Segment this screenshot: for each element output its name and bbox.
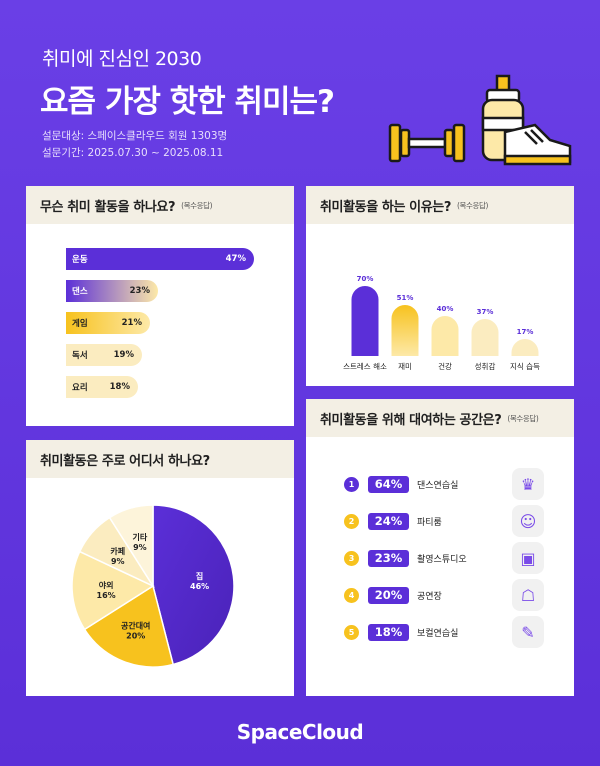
space-percent: 23% <box>368 549 409 567</box>
pie-slice-value: 9% <box>111 557 125 566</box>
space-percent: 18% <box>368 623 409 641</box>
space-name: 촬영스튜디오 <box>417 554 467 565</box>
space-card-note: (복수응답) <box>507 413 539 423</box>
reason-bar-value: 37% <box>477 308 494 316</box>
place-card-title: 취미활동은 주로 어디서 하나요? <box>40 453 210 469</box>
reason-card: 취미활동을 하는 이유는? (복수응답) 70% 스트레스 해소 51% 재미 40% 건… <box>306 186 574 386</box>
reason-bar <box>471 319 499 356</box>
reason-bar <box>391 305 419 356</box>
camera-icon: ▣ <box>512 542 544 574</box>
reason-bar-label: 건강 <box>438 361 452 371</box>
reason-bar-label: 재미 <box>398 362 412 371</box>
pie-slice-label: 카페 <box>110 546 125 556</box>
space-name: 보컬연습실 <box>417 628 459 639</box>
pie-slice-label: 공간대여 <box>121 621 150 631</box>
page-title: 요즘 가장 핫한 취미는? <box>40 84 335 120</box>
hobby-bar-value: 21% <box>121 318 142 328</box>
space-rank-badge: 1 <box>344 476 359 492</box>
place-card: 취미활동은 주로 어디서 하나요? 집 46% 공간대여 20% 야외 16% 카페 9% 기타… <box>26 440 294 696</box>
reason-bar <box>351 286 379 356</box>
microphone-icon: ✎ <box>512 616 544 648</box>
reason-bar-value: 17% <box>517 328 534 336</box>
space-name: 공연장 <box>417 591 442 602</box>
hobby-card: 무슨 취미 활동을 하나요? (복수응답) 운동 47% 댄스 23% 게임 21% 독서 1… <box>26 186 294 426</box>
space-rank-badge: 5 <box>344 624 359 640</box>
reason-bar-label: 지식 습득 <box>510 362 540 371</box>
hobby-bar-value: 18% <box>109 382 130 392</box>
space-row: 3 23% 촬영스튜디오 ▣ <box>344 541 544 575</box>
space-card: 취미활동을 위해 대여하는 공간은? (복수응답) 1 64% 댄스연습실 ♛ 2 24%… <box>306 399 574 696</box>
hobby-bar: 독서 19% <box>66 344 142 366</box>
survey-period: 설문기간: 2025.07.30 ~ 2025.08.11 <box>42 147 224 159</box>
space-rank-badge: 3 <box>344 550 359 566</box>
hobby-card-note: (복수응답) <box>181 200 213 210</box>
party-icon: ☺ <box>512 505 544 537</box>
pie-slice <box>152 504 235 666</box>
reason-bar-label: 성취감 <box>475 361 496 371</box>
pie-slice-label: 야외 <box>99 580 114 590</box>
reason-card-header: 취미활동을 하는 이유는? (복수응답) <box>306 186 574 224</box>
brand-logo: SpaceCloud <box>236 720 364 744</box>
space-rank-badge: 4 <box>344 587 359 603</box>
pie-slice-value: 9% <box>133 543 147 552</box>
space-percent: 64% <box>368 475 409 493</box>
fitness-illustration-icon <box>388 74 572 166</box>
hobby-bar-label: 게임 <box>72 319 88 329</box>
space-row: 1 64% 댄스연습실 ♛ <box>344 467 544 501</box>
space-card-header: 취미활동을 위해 대여하는 공간은? (복수응답) <box>306 399 574 437</box>
pie-slice-value: 16% <box>97 591 116 600</box>
space-percent: 20% <box>368 586 409 604</box>
space-row: 4 20% 공연장 ☖ <box>344 578 544 612</box>
hobby-bar: 댄스 23% <box>66 280 158 302</box>
pie-slice <box>71 550 155 631</box>
hobby-bar: 게임 21% <box>66 312 150 334</box>
stage-icon: ☖ <box>512 579 544 611</box>
reason-card-title: 취미활동을 하는 이유는? <box>320 199 451 215</box>
reason-bar-value: 70% <box>357 275 374 283</box>
pie-slice <box>108 504 154 589</box>
hobby-bar-label: 요리 <box>72 383 88 393</box>
pie-slice-value: 46% <box>190 582 209 591</box>
hobby-card-title: 무슨 취미 활동을 하나요? <box>40 199 176 215</box>
reason-bar <box>431 316 459 356</box>
dancer-icon: ♛ <box>512 468 544 500</box>
header-subtitle: 취미에 진심인 2030 <box>42 48 202 70</box>
place-card-header: 취미활동은 주로 어디서 하나요? <box>26 440 294 478</box>
reason-bar-label: 스트레스 해소 <box>343 361 387 371</box>
reason-card-note: (복수응답) <box>457 200 489 210</box>
hobby-bar-label: 독서 <box>72 351 88 361</box>
hobby-bar: 운동 47% <box>66 248 254 270</box>
pie-slice-value: 20% <box>126 632 145 641</box>
reason-bar <box>511 339 539 356</box>
reason-bar-value: 40% <box>437 305 454 313</box>
hobby-bar: 요리 18% <box>66 376 138 398</box>
pie-slice-label: 기타 <box>133 532 148 542</box>
hobby-bar-label: 운동 <box>72 255 88 265</box>
hobby-bar-value: 23% <box>129 286 150 296</box>
pie-slice <box>83 584 175 668</box>
survey-target: 설문대상: 스페이스클라우드 회원 1303명 <box>42 130 228 142</box>
hobby-bar-value: 19% <box>113 350 134 360</box>
space-rank-badge: 2 <box>344 513 359 529</box>
space-row: 2 24% 파티룸 ☺ <box>344 504 544 538</box>
space-name: 파티룸 <box>417 517 442 528</box>
reason-bar-chart: 70% 스트레스 해소 51% 재미 40% 건강 37% 성취감 17% 지식 습득 <box>343 275 540 371</box>
hobby-bar-value: 47% <box>225 254 246 264</box>
pie-slice-label: 집 <box>196 571 203 581</box>
space-card-title: 취미활동을 위해 대여하는 공간은? <box>320 412 502 428</box>
space-percent: 24% <box>368 512 409 530</box>
reason-bar-value: 51% <box>397 294 414 302</box>
space-name: 댄스연습실 <box>417 480 459 491</box>
hobby-bar-label: 댄스 <box>72 287 88 297</box>
hobby-card-header: 무슨 취미 활동을 하나요? (복수응답) <box>26 186 294 224</box>
space-row: 5 18% 보컬연습실 ✎ <box>344 615 544 649</box>
